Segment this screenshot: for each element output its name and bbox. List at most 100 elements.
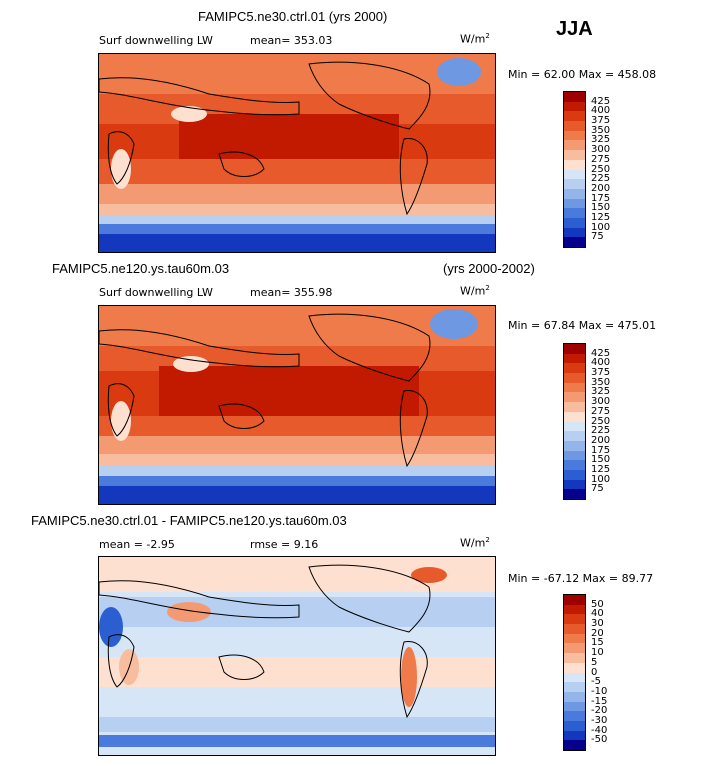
colorbar-swatch	[564, 450, 585, 461]
colorbar-swatch	[564, 479, 585, 490]
colorbar-swatch	[564, 624, 585, 635]
panel2-title: FAMIPC5.ne120.ys.tau60m.03	[52, 261, 230, 276]
panel3-colorbar: 50 40 30 20 15 10 5 0 -5 -10 -15 -20 -30 -40 -50	[563, 594, 607, 751]
colorbar-tick-label: 200	[591, 434, 611, 446]
colorbar-swatch	[564, 662, 585, 673]
colorbar-swatch	[564, 701, 585, 712]
colorbar-tick-label: -5	[591, 676, 601, 688]
colorbar-swatch	[564, 460, 585, 471]
colorbar-tick-label: 275	[591, 153, 611, 165]
panel2-minmax: Min = 67.84 Max = 475.01	[508, 319, 657, 332]
colorbar-tick-label: 15	[591, 637, 604, 649]
colorbar-tick-label: 350	[591, 124, 611, 136]
colorbar-swatch	[564, 672, 585, 683]
panel2-map-field	[99, 306, 495, 504]
panel3-map	[98, 556, 496, 756]
colorbar-swatch	[564, 431, 585, 442]
colorbar-swatch	[564, 711, 585, 722]
colorbar-tick-label: 100	[591, 473, 611, 485]
colorbar-swatch	[564, 111, 585, 122]
colorbar-tick-label: 225	[591, 425, 611, 437]
panel1-mean: mean= 353.03	[250, 34, 333, 47]
colorbar-swatch	[564, 169, 585, 180]
colorbar-tick-label: -15	[591, 695, 608, 707]
colorbar-tick-label: 425	[591, 347, 611, 359]
colorbar-tick-label: 0	[591, 666, 598, 678]
panel3-units: W/m2	[460, 536, 490, 550]
colorbar-swatch	[564, 353, 585, 364]
colorbar-tick-label: 10	[591, 647, 604, 659]
colorbar-swatch	[564, 159, 585, 170]
colorbar-tick-label: 300	[591, 144, 611, 156]
panel2-map	[98, 305, 496, 505]
panel1-map	[98, 53, 496, 253]
colorbar-swatch	[564, 179, 585, 190]
panel1-minmax: Min = 62.00 Max = 458.08	[508, 68, 657, 81]
colorbar-swatch	[564, 344, 585, 354]
colorbar-swatch	[564, 411, 585, 422]
colorbar-swatch	[564, 489, 585, 500]
panel2-title-right: (yrs 2000-2002)	[443, 261, 535, 276]
colorbar-swatch	[564, 633, 585, 644]
colorbar-tick-label: -50	[591, 734, 608, 746]
colorbar-tick-label: -40	[591, 724, 608, 736]
season-label: JJA	[556, 18, 593, 40]
panel2-variable: Surf downwelling LW	[99, 286, 213, 299]
colorbar-swatch	[564, 101, 585, 112]
panel1-title: FAMIPC5.ne30.ctrl.01 (yrs 2000)	[198, 9, 388, 24]
colorbar-tick-label: 75	[591, 483, 604, 495]
colorbar-tick-label: 250	[591, 163, 611, 175]
colorbar-tick-label: 325	[591, 386, 611, 398]
colorbar-tick-label: 40	[591, 608, 604, 620]
colorbar-tick-label: 50	[591, 598, 604, 610]
colorbar-swatch	[564, 614, 585, 625]
colorbar-tick-label: -30	[591, 714, 608, 726]
panel3-mean: mean = -2.95	[99, 538, 175, 551]
colorbar-tick-label: 400	[591, 105, 611, 117]
colorbar-tick-label: 375	[591, 367, 611, 379]
colorbar-swatch	[564, 121, 585, 132]
colorbar-swatch	[564, 382, 585, 393]
colorbar-tick-label: 250	[591, 415, 611, 427]
colorbar-tick-label: 425	[591, 95, 611, 107]
colorbar-tick-label: 100	[591, 221, 611, 233]
colorbar-swatch	[564, 469, 585, 480]
panel1-units: W/m2	[460, 32, 490, 46]
colorbar-swatch	[564, 740, 585, 751]
colorbar-swatch	[564, 363, 585, 374]
colorbar-swatch	[564, 682, 585, 693]
colorbar-swatch	[564, 130, 585, 141]
colorbar-swatch	[564, 604, 585, 615]
panel2-colorbar: 425 400 375 350 325 300 275 250 225 200 175 150 125 1…	[563, 343, 610, 500]
colorbar-tick-label: 125	[591, 463, 611, 475]
colorbar-swatch	[564, 373, 585, 384]
panel1-colorbar: 425 400 375 350 325 300 275 250 225 200 175 150 125 1…	[563, 91, 610, 248]
panel2-units: W/m2	[460, 284, 490, 298]
colorbar-tick-label: 200	[591, 182, 611, 194]
panel3-minmax: Min = -67.12 Max = 89.77	[508, 572, 654, 585]
colorbar-tick-label: -20	[591, 705, 608, 717]
colorbar-tick-label: 400	[591, 357, 611, 369]
colorbar-swatch	[564, 140, 585, 151]
colorbar-swatch	[564, 730, 585, 741]
colorbar-swatch	[564, 720, 585, 731]
colorbar-swatch	[564, 217, 585, 228]
colorbar-swatch	[564, 643, 585, 654]
colorbar-swatch	[564, 402, 585, 413]
colorbar-swatch	[564, 653, 585, 664]
panel3-rmse: rmse = 9.16	[250, 538, 319, 551]
colorbar-tick-label: 150	[591, 454, 611, 466]
colorbar-swatch	[564, 198, 585, 209]
colorbar-tick-label: 175	[591, 192, 611, 204]
colorbar-swatch	[564, 421, 585, 432]
colorbar-tick-label: 375	[591, 115, 611, 127]
panel3-map-field	[99, 557, 495, 755]
panel1-variable: Surf downwelling LW	[99, 34, 213, 47]
colorbar-tick-label: 30	[591, 618, 604, 630]
colorbar-swatch	[564, 150, 585, 161]
colorbar-swatch	[564, 208, 585, 219]
colorbar-swatch	[564, 227, 585, 238]
colorbar-swatch	[564, 92, 585, 102]
colorbar-swatch	[564, 188, 585, 199]
colorbar-tick-label: 175	[591, 444, 611, 456]
